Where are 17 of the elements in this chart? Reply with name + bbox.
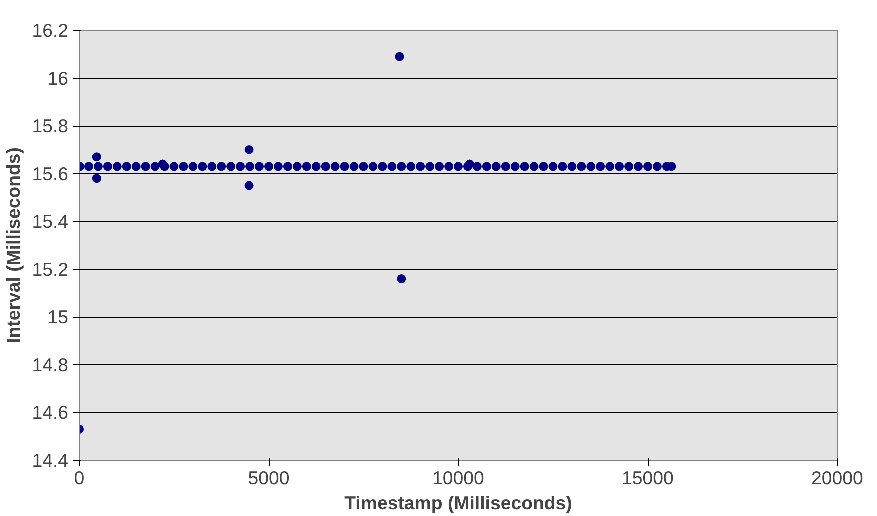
x-tick-label: 0: [74, 468, 85, 488]
y-tick-label: 14.6: [32, 402, 68, 424]
x-tick-label: 10000: [432, 468, 484, 488]
y-tick-label: 16: [48, 68, 69, 89]
x-tick-label: 20000: [812, 468, 864, 488]
y-tick-label: 15.8: [32, 116, 68, 137]
x-tick-label: 15000: [622, 468, 674, 488]
y-tick-label: 16.2: [32, 20, 68, 41]
x-axis-title: Timestamp (Milliseconds): [344, 492, 572, 514]
y-tick-label: 15.6: [32, 163, 68, 184]
y-tick-label: 14.8: [32, 354, 68, 376]
y-tick-label: 14.4: [32, 450, 68, 471]
y-tick-label: 15.4: [32, 211, 68, 232]
x-tick-label: 5000: [248, 468, 290, 488]
y-tick-label: 15.2: [32, 258, 68, 280]
y-axis-title: Interval (Milliseconds): [3, 148, 24, 344]
y-tick-label: 15: [48, 306, 69, 328]
